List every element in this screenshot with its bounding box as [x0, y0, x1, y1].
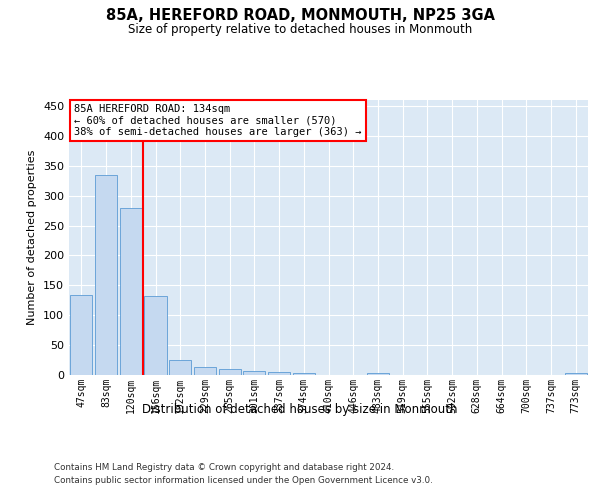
Bar — [218, 369, 241, 375]
Text: Distribution of detached houses by size in Monmouth: Distribution of detached houses by size … — [142, 402, 458, 415]
Bar — [565, 373, 587, 375]
Bar — [243, 372, 265, 375]
Bar — [145, 296, 167, 375]
Text: Size of property relative to detached houses in Monmouth: Size of property relative to detached ho… — [128, 22, 472, 36]
Bar — [194, 366, 216, 375]
Text: 85A, HEREFORD ROAD, MONMOUTH, NP25 3GA: 85A, HEREFORD ROAD, MONMOUTH, NP25 3GA — [106, 8, 494, 22]
Bar — [293, 373, 315, 375]
Bar — [268, 372, 290, 375]
Text: Contains HM Land Registry data © Crown copyright and database right 2024.: Contains HM Land Registry data © Crown c… — [54, 462, 394, 471]
Bar — [119, 208, 142, 375]
Bar — [367, 372, 389, 375]
Bar — [95, 174, 117, 375]
Y-axis label: Number of detached properties: Number of detached properties — [28, 150, 37, 325]
Bar — [70, 295, 92, 375]
Text: Contains public sector information licensed under the Open Government Licence v3: Contains public sector information licen… — [54, 476, 433, 485]
Text: 85A HEREFORD ROAD: 134sqm
← 60% of detached houses are smaller (570)
38% of semi: 85A HEREFORD ROAD: 134sqm ← 60% of detac… — [74, 104, 362, 138]
Bar — [169, 360, 191, 375]
